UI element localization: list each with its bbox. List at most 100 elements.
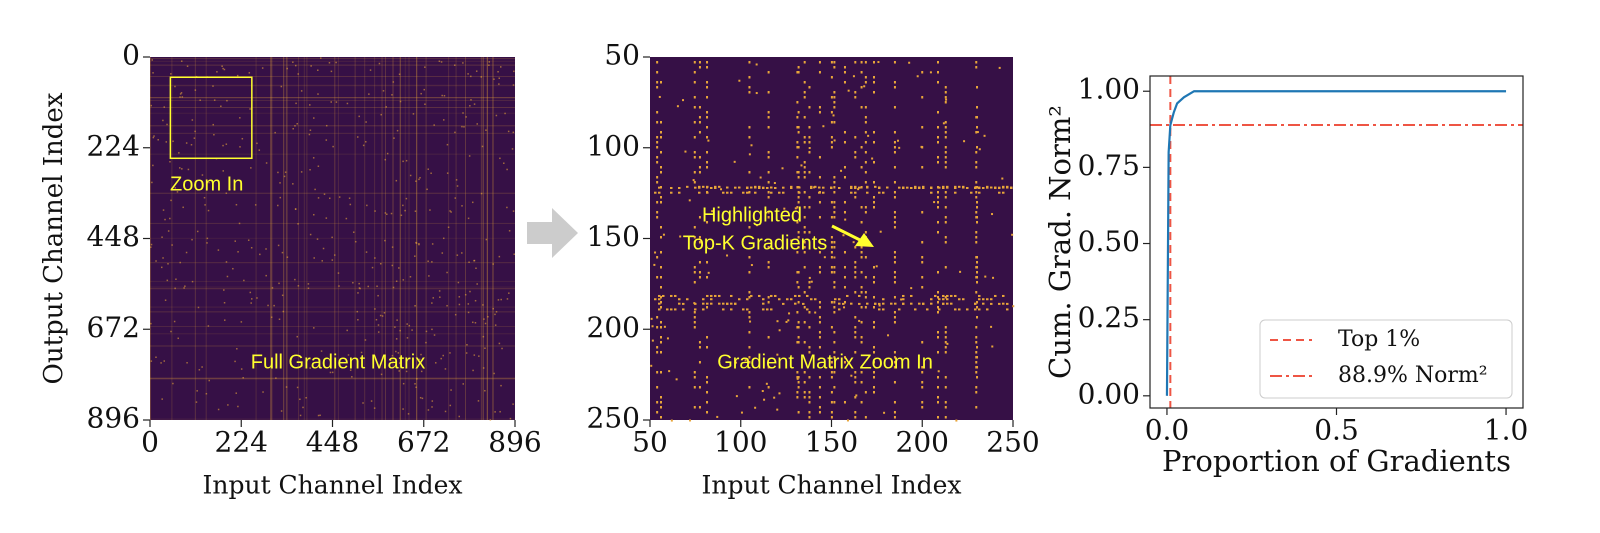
heatmap-texture bbox=[278, 282, 280, 285]
heatmap-texture bbox=[331, 236, 333, 239]
heatmap-texture bbox=[689, 419, 692, 422]
heatmap-texture bbox=[656, 111, 659, 114]
heatmap-texture bbox=[660, 251, 662, 254]
heatmap-texture bbox=[378, 366, 381, 369]
heatmap-texture bbox=[391, 94, 393, 96]
heatmap-texture bbox=[818, 321, 821, 324]
heatmap-texture bbox=[797, 411, 800, 414]
heatmap-texture bbox=[864, 61, 867, 64]
heatmap-texture bbox=[660, 306, 662, 309]
heatmap-texture bbox=[767, 151, 770, 154]
heatmap-texture bbox=[698, 185, 701, 188]
heatmap-texture bbox=[998, 66, 1001, 69]
heatmap-texture bbox=[873, 376, 875, 379]
line-series bbox=[1165, 90, 1507, 396]
heatmap-texture bbox=[485, 238, 488, 241]
heatmap-texture bbox=[716, 415, 719, 418]
heatmap-texture bbox=[966, 308, 969, 311]
heatmap-texture bbox=[286, 67, 288, 70]
heatmap-texture bbox=[873, 81, 875, 84]
heatmap-texture bbox=[974, 186, 977, 189]
heatmap-texture bbox=[216, 71, 218, 73]
heatmap-texture bbox=[976, 276, 979, 279]
heatmap-texture bbox=[975, 391, 978, 394]
heatmap-texture bbox=[654, 251, 657, 254]
heatmap-texture bbox=[788, 312, 791, 315]
y-tick-label: 250 bbox=[587, 402, 640, 435]
heatmap-texture bbox=[797, 271, 800, 274]
heatmap-texture bbox=[942, 185, 945, 188]
heatmap-texture bbox=[207, 209, 210, 212]
heatmap-texture bbox=[453, 64, 456, 66]
heatmap-texture bbox=[864, 131, 867, 134]
heatmap-texture bbox=[766, 186, 769, 189]
heatmap-texture bbox=[937, 141, 939, 144]
heatmap-texture bbox=[381, 57, 383, 420]
heatmap-texture bbox=[427, 260, 429, 262]
heatmap-texture bbox=[150, 153, 515, 155]
heatmap-texture bbox=[921, 366, 924, 369]
y-tick-label: 672 bbox=[87, 311, 140, 344]
heatmap-texture bbox=[803, 61, 806, 64]
heatmap-texture bbox=[660, 371, 662, 374]
heatmap-texture bbox=[653, 263, 656, 266]
heatmap-texture bbox=[893, 321, 896, 324]
heatmap-texture bbox=[398, 362, 401, 364]
heatmap-texture bbox=[225, 192, 228, 194]
heatmap-texture bbox=[658, 191, 661, 194]
heatmap-texture bbox=[803, 291, 806, 294]
heatmap-texture bbox=[944, 96, 947, 99]
heatmap-texture bbox=[693, 281, 696, 284]
heatmap-texture bbox=[910, 186, 913, 189]
heatmap-texture bbox=[656, 146, 659, 149]
heatmap-texture bbox=[893, 151, 896, 154]
heatmap-texture bbox=[742, 191, 745, 194]
heatmap-texture bbox=[818, 266, 821, 269]
heatmap-texture bbox=[367, 285, 369, 288]
heatmap-texture bbox=[722, 308, 725, 311]
heatmap-texture bbox=[944, 131, 947, 134]
heatmap-texture bbox=[179, 96, 181, 98]
heatmap-texture bbox=[726, 191, 729, 194]
heatmap-texture bbox=[650, 364, 653, 367]
heatmap-texture bbox=[698, 171, 701, 174]
heatmap-texture bbox=[750, 264, 753, 267]
heatmap-texture bbox=[698, 236, 701, 239]
heatmap-texture bbox=[480, 57, 482, 420]
heatmap-texture bbox=[944, 91, 947, 94]
heatmap-texture bbox=[843, 306, 846, 309]
heatmap-texture bbox=[1006, 302, 1009, 305]
heatmap-texture bbox=[222, 144, 224, 147]
heatmap-texture bbox=[235, 203, 238, 206]
heatmap-texture bbox=[660, 201, 662, 204]
heatmap-texture bbox=[873, 321, 875, 324]
heatmap-texture bbox=[698, 406, 701, 409]
heatmap-texture bbox=[748, 386, 751, 389]
annotation-arrow bbox=[831, 224, 863, 243]
heatmap-texture bbox=[990, 325, 993, 328]
heatmap-texture bbox=[710, 298, 713, 301]
heatmap-texture bbox=[694, 186, 697, 189]
heatmap-texture bbox=[465, 352, 468, 354]
heatmap-texture bbox=[767, 386, 770, 389]
heatmap-texture bbox=[358, 282, 360, 285]
x-axis-label: Input Channel Index bbox=[202, 471, 462, 500]
heatmap-texture bbox=[813, 186, 816, 189]
x-tick-label: 0.5 bbox=[1314, 414, 1359, 447]
heatmap-texture bbox=[818, 396, 821, 399]
heatmap-texture bbox=[226, 99, 228, 102]
heatmap-texture bbox=[398, 370, 400, 372]
heatmap-texture bbox=[893, 361, 896, 364]
heatmap-texture bbox=[165, 141, 168, 143]
heatmap-texture bbox=[833, 91, 836, 94]
heatmap-texture bbox=[830, 76, 833, 79]
heatmap-texture bbox=[506, 206, 508, 209]
heatmap-texture bbox=[501, 347, 503, 350]
heatmap-texture bbox=[860, 106, 863, 109]
heatmap-texture bbox=[944, 191, 947, 194]
heatmap-texture bbox=[467, 311, 470, 314]
heatmap-texture bbox=[854, 291, 857, 294]
heatmap-texture bbox=[660, 136, 662, 139]
heatmap-texture bbox=[179, 93, 182, 95]
heatmap-texture bbox=[694, 308, 697, 311]
